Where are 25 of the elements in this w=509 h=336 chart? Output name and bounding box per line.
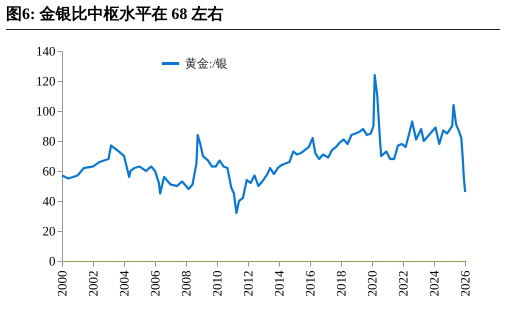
- x-tick-label: 2002: [86, 270, 101, 296]
- x-tick-label: 2006: [148, 270, 163, 296]
- y-tick-label: 140: [36, 44, 56, 58]
- x-tick-label: 2026: [458, 270, 473, 296]
- line-series: [60, 74, 466, 214]
- y-tick-label: 80: [42, 134, 56, 148]
- x-tick-label: 2012: [240, 270, 256, 296]
- legend-label: 黄金:/银: [185, 56, 228, 70]
- x-tick-label: 2024: [426, 270, 442, 296]
- y-tick-label: 100: [36, 104, 56, 118]
- y-tick-label: 0: [49, 254, 56, 268]
- x-tick-label: 2008: [178, 270, 194, 296]
- y-tick-label: 20: [42, 224, 56, 238]
- y-tick-label: 120: [36, 74, 56, 88]
- x-tick-label: 2000: [54, 270, 70, 296]
- x-tick-label: 2022: [396, 270, 411, 296]
- x-tick-label: 2014: [272, 270, 287, 296]
- x-tick-label: 2004: [116, 270, 132, 296]
- x-tick-label: 2016: [302, 270, 318, 296]
- x-tick-label: 2020: [364, 270, 380, 296]
- x-tick-label: 2010: [210, 270, 225, 296]
- chart-title: 图6: 金银比中枢水平在 68 左右: [6, 4, 500, 30]
- y-tick-label: 40: [42, 194, 56, 208]
- y-tick-label: 60: [42, 164, 56, 178]
- x-tick-label: 2018: [334, 270, 349, 296]
